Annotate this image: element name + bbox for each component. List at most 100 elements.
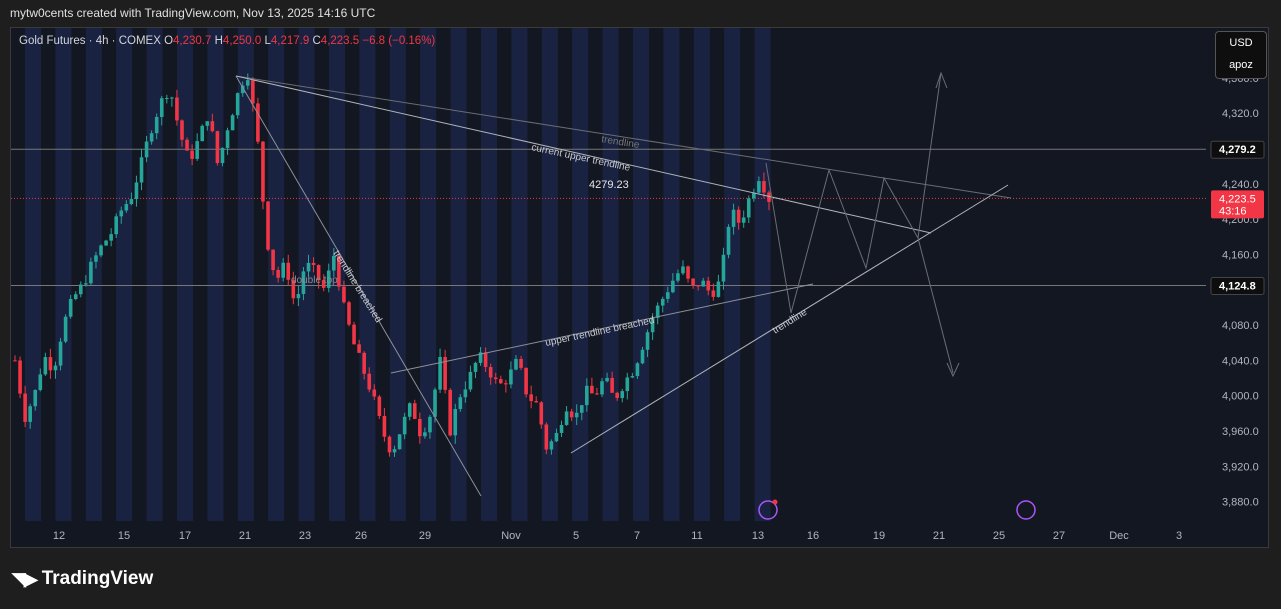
candle-body bbox=[524, 367, 528, 395]
candle-body bbox=[483, 352, 488, 368]
candle-body bbox=[716, 281, 721, 297]
candle-body bbox=[362, 352, 366, 374]
candle-body bbox=[625, 377, 630, 392]
candle-body bbox=[468, 371, 473, 390]
x-tick-label: Nov bbox=[501, 530, 521, 542]
candle-body bbox=[519, 358, 523, 368]
candle-body bbox=[458, 397, 463, 410]
candle-body bbox=[478, 352, 483, 363]
candle-body bbox=[200, 125, 205, 142]
candle-body bbox=[154, 116, 159, 134]
candle-body bbox=[99, 245, 103, 256]
candle-body bbox=[114, 216, 119, 235]
lower-trendline bbox=[570, 184, 1009, 454]
candle-body bbox=[332, 255, 336, 271]
candle-body bbox=[205, 121, 210, 126]
price-line-label: 4,124.8 bbox=[1219, 281, 1256, 293]
projection-down-path bbox=[917, 237, 954, 374]
candle-body bbox=[316, 265, 321, 281]
session-band bbox=[481, 28, 497, 521]
candle-body bbox=[357, 344, 361, 353]
candle-body bbox=[48, 357, 53, 371]
candle-body bbox=[367, 373, 372, 390]
tradingview-brand: ◥▶ TradingView bbox=[12, 568, 154, 589]
chart-frame[interactable]: 4,360.04,320.04,280.04,240.04,200.04,160… bbox=[10, 27, 1269, 548]
candle-body bbox=[610, 377, 614, 393]
candle-body bbox=[372, 389, 377, 397]
candle-body bbox=[534, 401, 539, 403]
session-band bbox=[450, 28, 467, 521]
x-tick-label: 21 bbox=[933, 530, 945, 542]
candle-body bbox=[337, 255, 341, 287]
candle-body bbox=[650, 317, 655, 333]
currency-button[interactable]: USD apoz bbox=[1215, 31, 1267, 79]
session-band bbox=[420, 28, 437, 521]
candle-body bbox=[342, 286, 346, 303]
candle-body bbox=[579, 405, 584, 413]
candle-body bbox=[595, 393, 599, 395]
candle-body bbox=[149, 133, 154, 142]
candle-body bbox=[706, 280, 711, 291]
high-value: 4,250.0 bbox=[222, 35, 262, 47]
candle-body bbox=[159, 98, 164, 117]
candle-body bbox=[529, 394, 533, 402]
candle-body bbox=[443, 356, 447, 390]
session-band bbox=[389, 28, 406, 521]
change-value: −6.8 (−0.16%) bbox=[362, 35, 436, 47]
candle-body bbox=[498, 379, 503, 384]
candle-body bbox=[185, 139, 189, 151]
session-band bbox=[85, 28, 102, 521]
candle-body bbox=[104, 240, 108, 246]
candle-body bbox=[448, 389, 452, 436]
candle-body bbox=[38, 374, 43, 390]
candle-body bbox=[73, 294, 78, 299]
candle-body bbox=[240, 85, 245, 94]
x-tick-label: 3 bbox=[1176, 530, 1182, 542]
candle-body bbox=[418, 418, 422, 437]
candle-body bbox=[119, 210, 124, 217]
candle-body bbox=[129, 199, 134, 205]
candle-body bbox=[392, 449, 397, 453]
candle-body bbox=[438, 356, 442, 390]
x-tick-label: 27 bbox=[1053, 530, 1065, 542]
candle-body bbox=[402, 416, 407, 435]
session-band bbox=[298, 28, 315, 521]
candle-body bbox=[696, 285, 700, 287]
candle-body bbox=[554, 432, 559, 442]
candle-body bbox=[640, 349, 645, 364]
candle-body bbox=[306, 262, 311, 272]
y-tick-label: 3,960.0 bbox=[1222, 426, 1259, 438]
candle-body bbox=[569, 411, 574, 418]
candle-body bbox=[681, 266, 685, 274]
candle-body bbox=[585, 385, 589, 406]
candle-body bbox=[473, 362, 478, 372]
candle-body bbox=[752, 192, 756, 199]
candle-body bbox=[504, 383, 508, 385]
session-band bbox=[116, 28, 133, 521]
x-tick-label: 23 bbox=[299, 530, 311, 542]
y-tick-label: 4,320.0 bbox=[1222, 108, 1259, 120]
candle-body bbox=[691, 278, 695, 286]
candle-body bbox=[397, 434, 402, 450]
session-band bbox=[541, 28, 558, 521]
candle-body bbox=[180, 120, 184, 140]
candle-body bbox=[311, 262, 316, 266]
candle-body bbox=[387, 436, 392, 453]
candle-body bbox=[433, 389, 437, 417]
session-band bbox=[146, 28, 163, 521]
session-band bbox=[329, 28, 345, 521]
candle-body bbox=[514, 358, 518, 370]
candle-body bbox=[635, 363, 640, 377]
x-tick-label: 15 bbox=[118, 530, 130, 542]
candle-body bbox=[291, 279, 296, 299]
alert-lightning-icon bbox=[758, 500, 778, 520]
candle-body bbox=[28, 406, 32, 422]
candle-body bbox=[18, 360, 22, 394]
candle-body bbox=[671, 280, 675, 293]
candle-body bbox=[352, 324, 356, 345]
breached-trendline bbox=[235, 75, 482, 497]
candle-body bbox=[225, 130, 230, 148]
candle-body bbox=[407, 403, 412, 417]
price-chart[interactable]: 4,360.04,320.04,280.04,240.04,200.04,160… bbox=[11, 28, 1268, 547]
session-band bbox=[602, 28, 619, 521]
